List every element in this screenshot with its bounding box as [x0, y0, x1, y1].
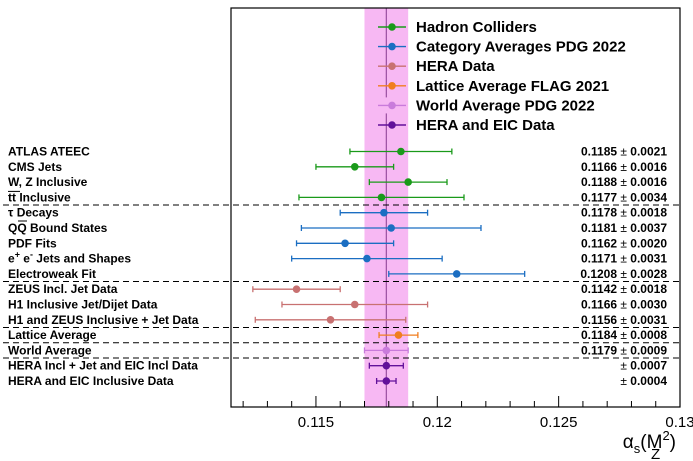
measurement-row: τ Decays 0.1178 ± 0.0018	[8, 206, 667, 220]
x-tick-label: 0.125	[540, 414, 578, 431]
value-label: 0.1177 ± 0.0034	[581, 190, 667, 204]
data-point	[382, 361, 391, 370]
data-point	[292, 285, 301, 294]
legend-marker	[388, 23, 396, 31]
measurement-label: Lattice Average	[8, 328, 97, 342]
data-point	[341, 239, 349, 248]
measurement-row: HERA Incl + Jet and EIC Incl Data ± 0.000…	[8, 359, 667, 373]
value-label: ± 0.0004	[620, 374, 667, 388]
x-tick-label: 0.115	[298, 414, 334, 431]
legend-entry: World Average PDG 2022	[378, 97, 595, 114]
data-point	[326, 316, 335, 324]
measurement-row: Electroweak Fit 0.1208 ± 0.0028	[8, 267, 667, 281]
data-point	[350, 300, 359, 309]
legend-label: HERA Data	[416, 58, 495, 75]
data-point	[387, 224, 395, 232]
value-label: 0.1178 ± 0.0018	[581, 206, 667, 220]
measurement-label: HERA and EIC Inclusive Data	[8, 374, 174, 388]
legend-label: Category Averages PDG 2022	[416, 39, 626, 56]
legend-marker	[388, 121, 396, 129]
measurement-label: τ Decays	[8, 206, 59, 220]
measurement-row: ZEUS Incl. Jet Data 0.1142 ± 0.0018	[8, 282, 667, 296]
measurement-label: ATLAS ATEEC	[8, 145, 90, 159]
measurement-label: e+ e- Jets and Shapes	[8, 250, 131, 266]
measurement-row: H1 and ZEUS Inclusive + Jet Data 0.1156 ±…	[8, 313, 667, 327]
value-label: ± 0.0007	[620, 359, 667, 373]
legend-marker	[388, 62, 396, 70]
measurement-label: CMS Jets	[8, 160, 62, 174]
legend-entry: HERA and EIC Data	[378, 117, 555, 134]
measurement-row: QQ Bound States 0.1181 ± 0.0037	[8, 220, 667, 235]
measurement-label: PDF Fits	[8, 236, 57, 250]
value-label: 0.1188 ± 0.0016	[581, 175, 667, 189]
measurement-label: H1 Inclusive Jet/Dijet Data	[8, 298, 158, 312]
x-tick-label: 0.12	[423, 414, 452, 431]
measurement-label: tt Inclusive	[8, 190, 71, 204]
legend-entry: HERA Data	[378, 58, 495, 75]
value-label: 0.1166 ± 0.0030	[581, 298, 667, 312]
measurement-label: World Average	[8, 343, 92, 357]
measurement-row: PDF Fits 0.1162 ± 0.0020	[8, 236, 667, 250]
data-point	[404, 178, 412, 186]
value-label: 0.1208 ± 0.0028	[580, 267, 667, 281]
x-axis-label-subscript: Z	[651, 446, 660, 461]
legend-label: World Average PDG 2022	[416, 97, 595, 114]
measurement-row: Lattice Average 0.1184 ± 0.0008	[8, 328, 667, 342]
data-point	[397, 147, 405, 156]
legend-entry: Lattice Average FLAG 2021	[378, 78, 609, 95]
value-label: 0.1179 ± 0.0009	[581, 343, 667, 357]
legend-label: HERA and EIC Data	[416, 117, 555, 134]
legend-label: Hadron Colliders	[416, 19, 537, 36]
data-point	[382, 377, 391, 385]
data-point	[452, 270, 461, 278]
measurement-row: HERA and EIC Inclusive Data ± 0.0004	[8, 374, 667, 388]
data-point	[363, 254, 371, 263]
value-label: 0.1162 ± 0.0020	[581, 236, 667, 250]
measurement-label: QQ Bound States	[8, 221, 108, 235]
measurement-row: World Average 0.1179 ± 0.0009	[8, 343, 667, 357]
value-label: 0.1171 ± 0.0031	[581, 252, 667, 266]
data-point	[350, 163, 359, 171]
value-label: 0.1184 ± 0.0008	[581, 328, 667, 342]
legend-marker	[388, 42, 396, 51]
value-label: 0.1142 ± 0.0018	[581, 282, 667, 296]
data-point	[380, 208, 388, 217]
measurement-row: W, Z Inclusive 0.1188 ± 0.0016	[8, 175, 667, 189]
measurement-label: ZEUS Incl. Jet Data	[8, 282, 118, 296]
legend-marker	[388, 101, 396, 110]
measurement-label: W, Z Inclusive	[8, 175, 88, 189]
measurement-row: ATLAS ATEEC 0.1185 ± 0.0021	[8, 145, 667, 159]
measurement-row: H1 Inclusive Jet/Dijet Data 0.1166 ± 0.00…	[8, 298, 667, 312]
measurement-row: e+ e- Jets and Shapes 0.1171 ± 0.0031	[8, 250, 667, 266]
measurement-label: HERA Incl + Jet and EIC Incl Data	[8, 359, 198, 373]
measurement-row: CMS Jets 0.1166 ± 0.0016	[8, 160, 667, 174]
data-point	[382, 346, 391, 355]
x-tick-label: 0.13	[665, 414, 693, 431]
measurement-label: H1 and ZEUS Inclusive + Jet Data	[8, 313, 199, 327]
measurement-row: tt Inclusive 0.1177 ± 0.0034	[8, 190, 667, 204]
value-label: 0.1185 ± 0.0021	[581, 145, 667, 159]
measurement-label: Electroweak Fit	[8, 267, 96, 281]
legend-marker	[388, 82, 396, 90]
data-point	[377, 193, 386, 202]
x-axis-label: αs(M2)	[623, 428, 676, 456]
value-label: 0.1181 ± 0.0037	[581, 221, 667, 235]
value-label: 0.1156 ± 0.0031	[581, 313, 667, 327]
legend-entry: Hadron Colliders	[378, 19, 537, 36]
legend-entry: Category Averages PDG 2022	[378, 39, 626, 56]
legend-label: Lattice Average FLAG 2021	[416, 78, 609, 95]
plot-frame	[230, 7, 681, 408]
data-point	[394, 331, 403, 339]
value-label: 0.1166 ± 0.0016	[581, 160, 667, 174]
